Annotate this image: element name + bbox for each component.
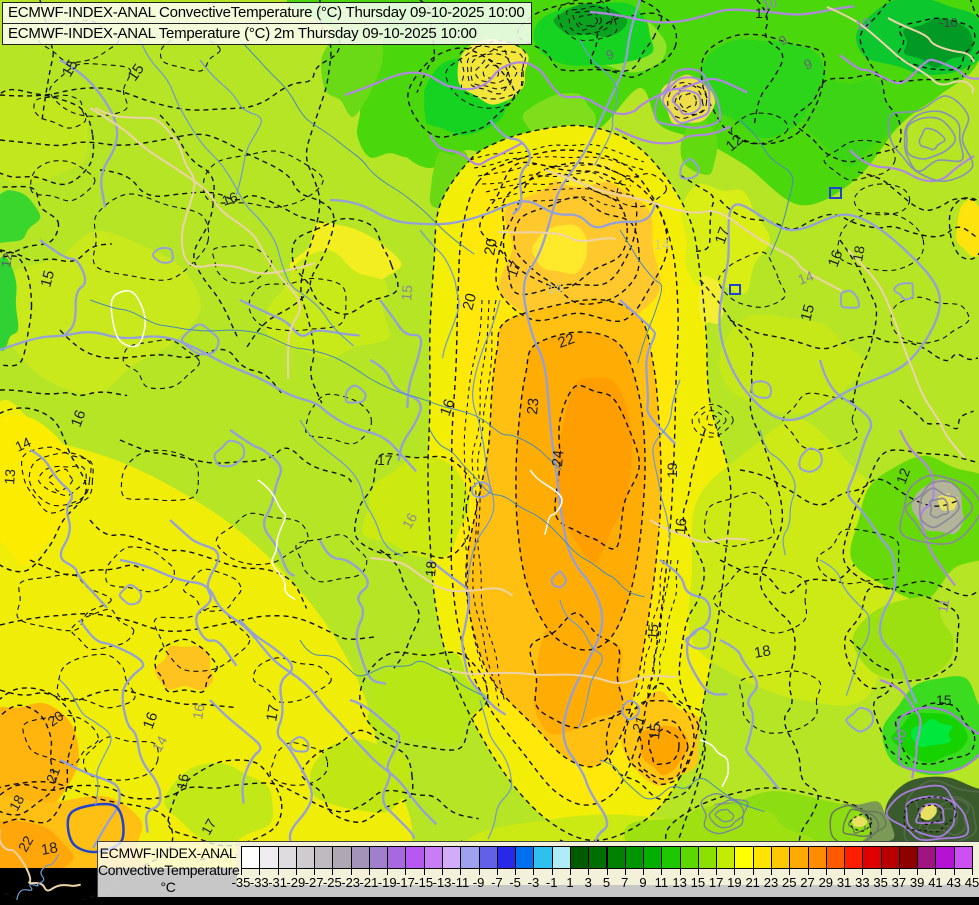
svg-text:18: 18 [753,642,772,662]
svg-text:10: 10 [761,0,779,13]
svg-text:21: 21 [629,714,649,734]
svg-text:16: 16 [399,510,421,532]
svg-text:16: 16 [68,408,90,429]
svg-text:16: 16 [189,702,207,720]
svg-text:14: 14 [149,733,171,755]
svg-text:15: 15 [124,61,147,84]
svg-text:14: 14 [547,280,563,296]
svg-text:16: 16 [140,710,162,731]
svg-text:20: 20 [481,237,501,256]
svg-text:10: 10 [854,15,872,33]
svg-text:17: 17 [504,259,524,279]
svg-text:18: 18 [849,244,867,262]
svg-text:17: 17 [198,816,220,838]
svg-text:15: 15 [59,57,82,80]
svg-text:15: 15 [644,623,661,640]
svg-text:17: 17 [377,452,393,468]
svg-text:15: 15 [797,303,818,324]
svg-text:14: 14 [796,267,816,287]
svg-text:12: 12 [0,252,15,269]
svg-text:-10: -10 [939,15,958,30]
svg-text:16: 16 [672,517,690,535]
svg-text:16: 16 [220,188,240,208]
svg-text:15: 15 [646,722,664,740]
svg-text:24: 24 [549,449,567,467]
svg-text:18: 18 [40,839,59,859]
svg-text:18: 18 [6,792,28,814]
svg-text:23: 23 [524,397,542,415]
svg-text:22: 22 [556,330,577,352]
svg-text:16: 16 [173,772,191,790]
svg-text:15: 15 [936,692,952,708]
svg-text:20: 20 [459,292,480,313]
svg-text:11: 11 [935,598,952,614]
svg-text:19: 19 [664,462,680,478]
svg-text:16: 16 [437,397,459,418]
svg-text:15: 15 [398,284,415,301]
svg-text:15: 15 [37,269,58,290]
svg-text:17: 17 [755,5,771,21]
svg-text:21: 21 [43,765,63,785]
svg-text:16: 16 [825,248,847,269]
svg-text:13: 13 [1,468,18,485]
svg-text:14: 14 [13,434,34,455]
svg-text:17: 17 [263,703,283,722]
svg-text:12: 12 [893,466,913,486]
svg-text:9: 9 [604,46,616,63]
svg-text:17: 17 [712,225,734,246]
svg-text:22: 22 [15,833,37,855]
svg-text:10: 10 [890,726,910,746]
svg-text:18: 18 [422,560,439,577]
svg-text:14: 14 [654,236,670,252]
